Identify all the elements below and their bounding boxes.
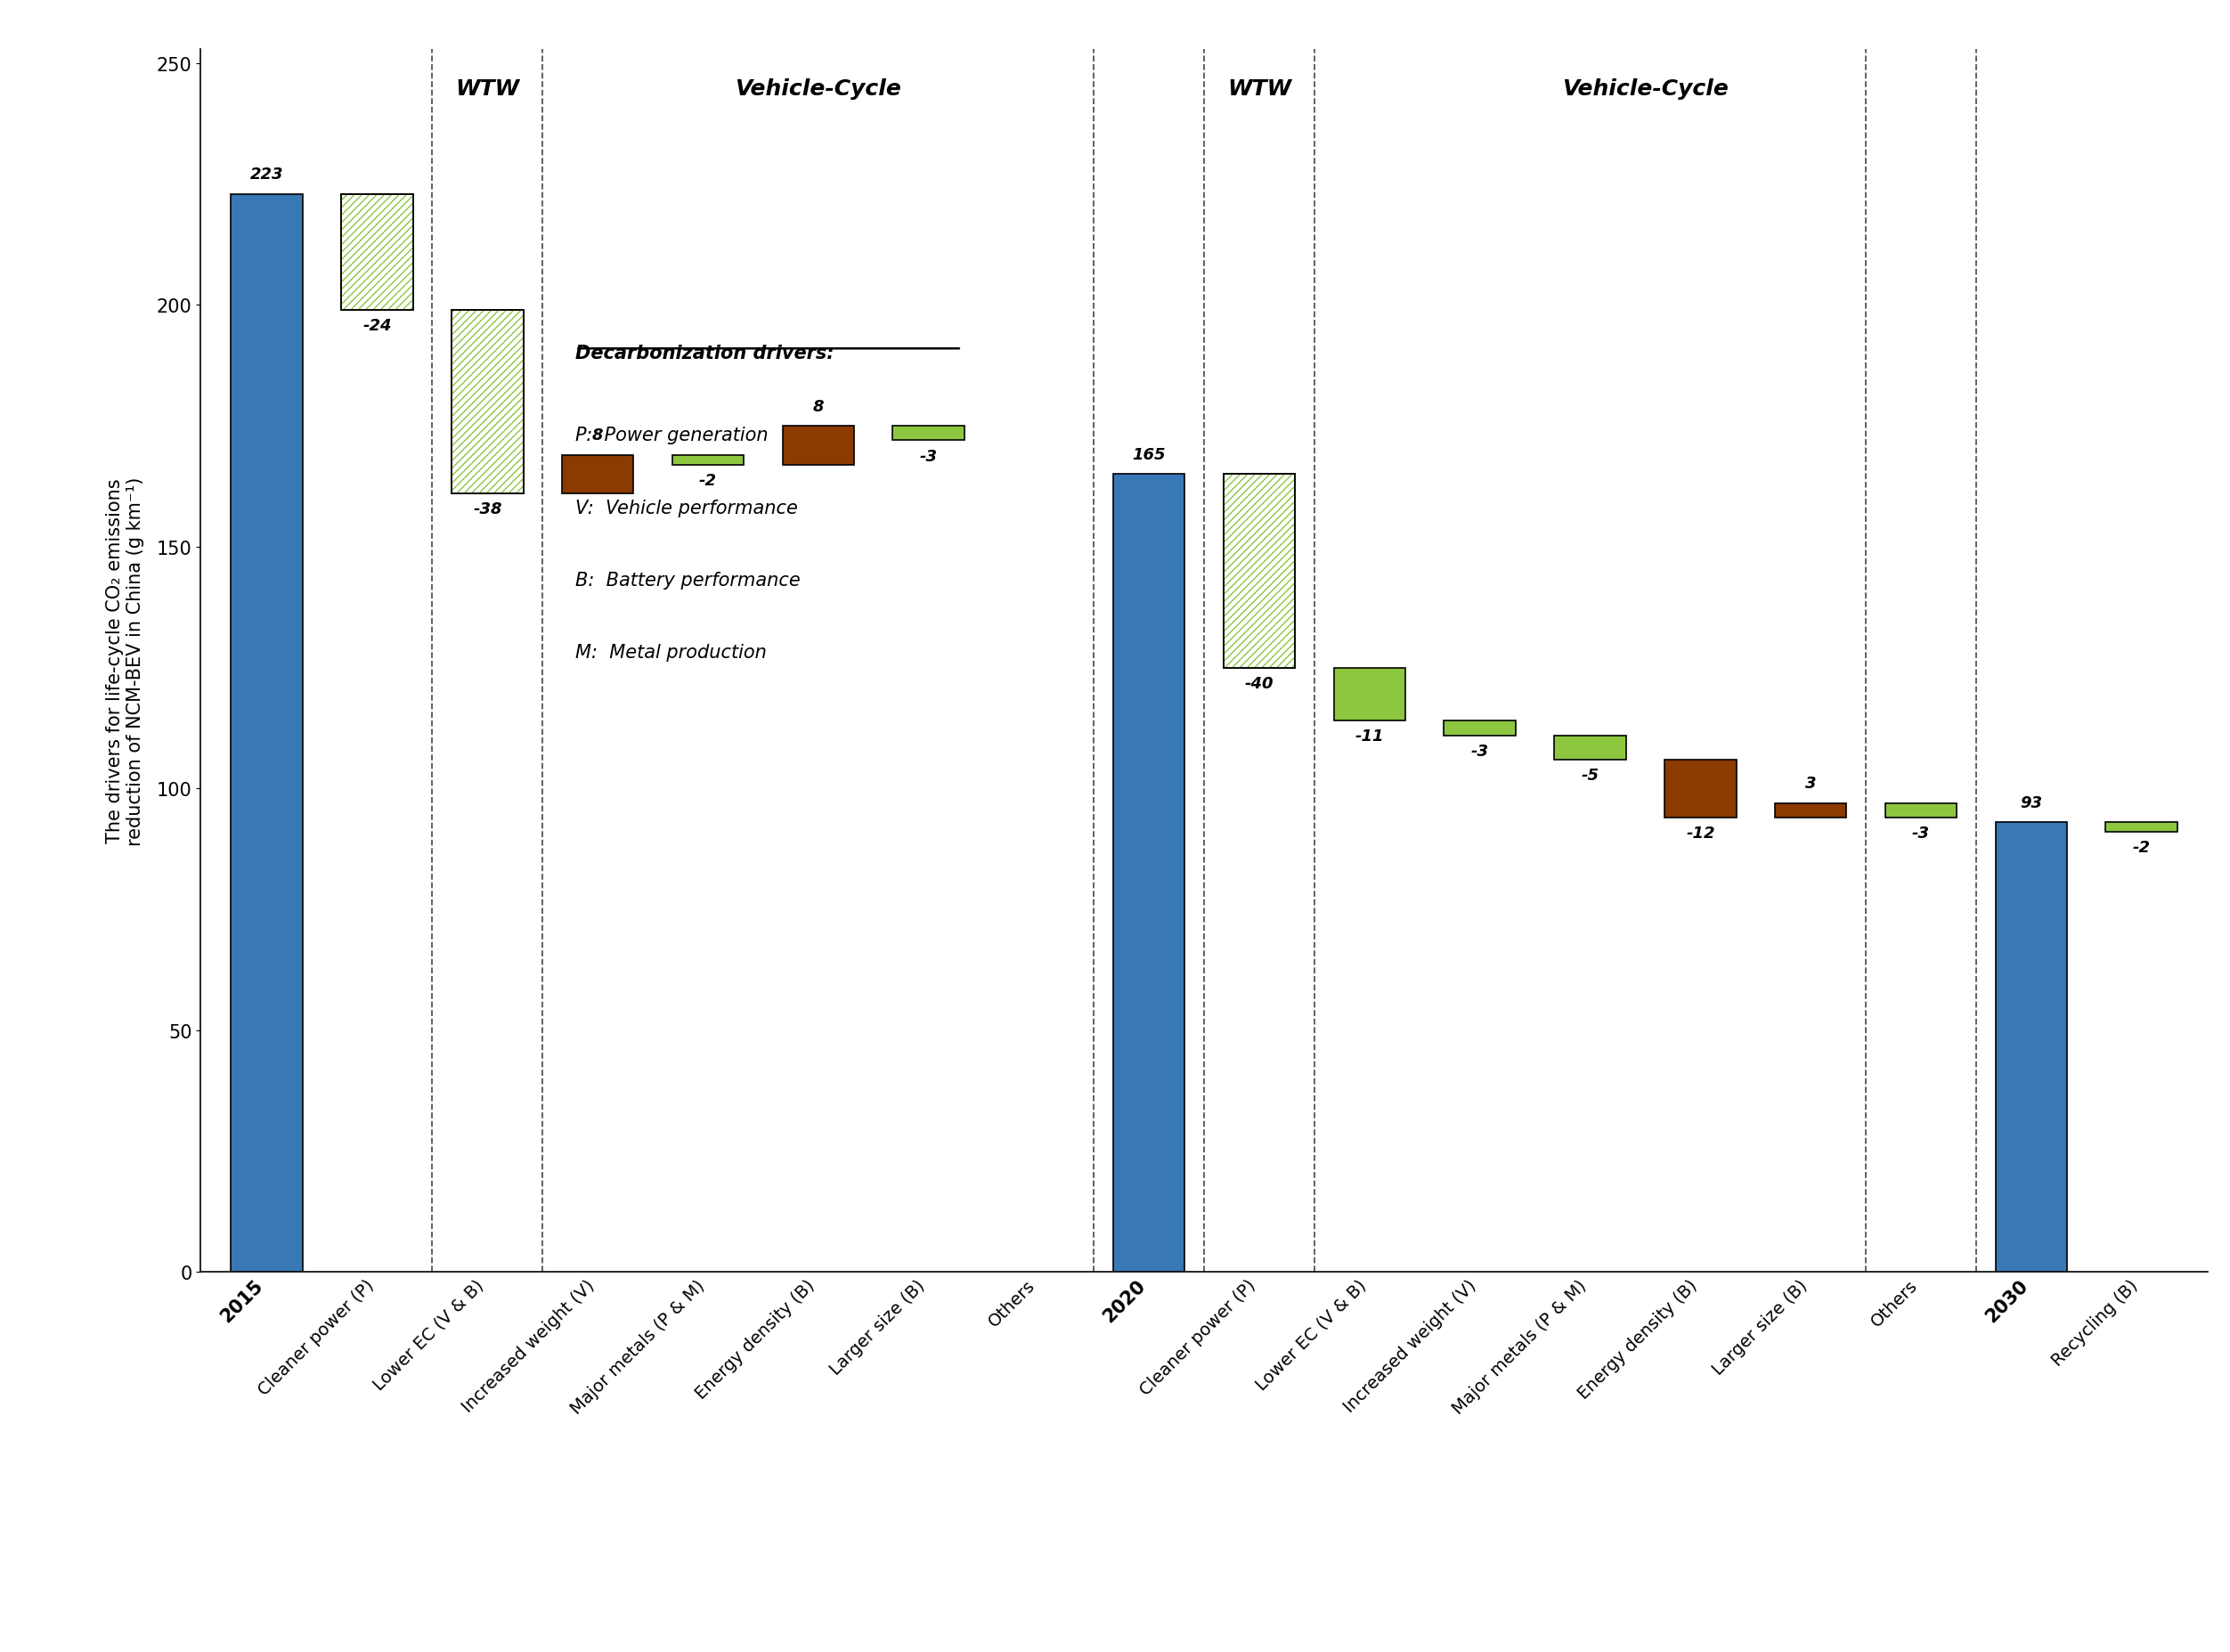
Text: Vehicle-Cycle: Vehicle-Cycle <box>736 79 901 99</box>
Bar <box>892 426 963 441</box>
Y-axis label: The drivers for life-cycle CO₂ emissions
reduction of NCM-BEV in China (g km⁻¹): The drivers for life-cycle CO₂ emissions… <box>105 476 145 846</box>
Text: -40: -40 <box>1244 676 1273 691</box>
Bar <box>1664 760 1737 818</box>
Text: Vehicle-Cycle: Vehicle-Cycle <box>1561 79 1728 99</box>
Text: -2: -2 <box>2132 839 2150 856</box>
Bar <box>1224 474 1296 667</box>
Bar <box>783 426 854 466</box>
Text: B:  Battery performance: B: Battery performance <box>575 572 801 590</box>
Text: -3: -3 <box>1472 743 1490 758</box>
Bar <box>1334 667 1405 722</box>
Text: 223: 223 <box>250 167 283 182</box>
Text: -3: -3 <box>919 448 937 464</box>
Bar <box>671 456 745 466</box>
Bar <box>1113 474 1184 1272</box>
Text: Decarbonization drivers:: Decarbonization drivers: <box>575 344 834 362</box>
Text: 165: 165 <box>1133 446 1166 463</box>
Text: 8: 8 <box>593 428 604 443</box>
Text: -24: -24 <box>363 317 392 334</box>
Text: WTW: WTW <box>1226 79 1291 99</box>
Bar <box>450 311 524 494</box>
Bar <box>1224 474 1296 667</box>
Text: M:  Metal production: M: Metal production <box>575 644 767 662</box>
Bar <box>232 195 303 1272</box>
Text: 3: 3 <box>1804 775 1815 791</box>
Text: 8: 8 <box>812 398 823 415</box>
Text: -2: -2 <box>698 472 716 489</box>
Bar <box>1775 803 1846 818</box>
Bar <box>562 456 633 494</box>
Bar <box>2105 823 2176 833</box>
Text: WTW: WTW <box>455 79 520 99</box>
Bar <box>341 195 413 311</box>
Text: 93: 93 <box>2020 795 2043 811</box>
Bar <box>341 195 413 311</box>
Bar <box>1884 803 1956 818</box>
Bar <box>341 195 413 311</box>
Bar <box>450 311 524 494</box>
Bar <box>1224 474 1296 667</box>
Text: -38: -38 <box>473 501 502 517</box>
Text: P:  Power generation: P: Power generation <box>575 426 769 444</box>
Text: -12: -12 <box>1686 824 1715 841</box>
Bar <box>1445 722 1516 735</box>
Text: -3: -3 <box>1911 824 1929 841</box>
Text: V:  Vehicle performance: V: Vehicle performance <box>575 499 798 517</box>
Bar <box>1554 735 1626 760</box>
Text: -11: -11 <box>1356 729 1385 745</box>
Bar <box>1996 823 2067 1272</box>
Bar <box>450 311 524 494</box>
Text: -5: -5 <box>1581 767 1599 783</box>
